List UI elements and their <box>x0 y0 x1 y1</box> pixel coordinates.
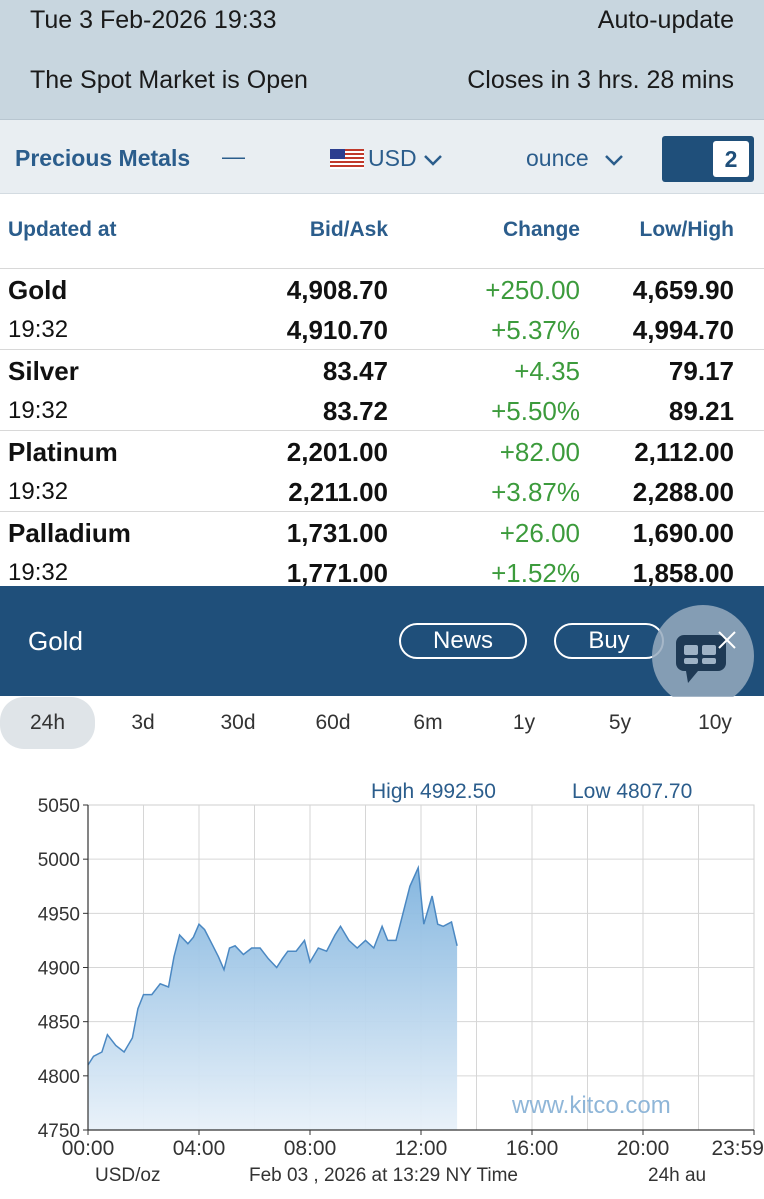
y-tick-label: 5050 <box>38 796 80 817</box>
ask-value: 1,771.00 <box>286 558 388 588</box>
detail-header: Gold News Buy <box>0 586 764 696</box>
chat-icon <box>674 633 730 690</box>
change-percent: +5.37% <box>491 315 580 345</box>
ask-value: 83.72 <box>322 396 388 426</box>
buy-button[interactable]: Buy <box>554 623 664 659</box>
price-line <box>87 864 458 1066</box>
display-mode-toggle[interactable]: 2 <box>662 136 754 182</box>
high-label: High 4992.50 <box>371 780 496 803</box>
bid-value: 2,201.00 <box>286 437 388 467</box>
metal-name: Palladium <box>8 518 131 548</box>
col-low-high: Low/High <box>639 218 734 241</box>
category-selector[interactable]: Precious Metals <box>15 145 191 171</box>
bid-value: 83.47 <box>322 356 388 386</box>
x-tick-label: 00:00 <box>62 1137 115 1160</box>
display-mode-number: 2 <box>713 141 749 177</box>
low-label: Low 4807.70 <box>572 780 692 803</box>
y-tick-label: 4800 <box>38 1067 80 1088</box>
market-open-label: The Spot Market is Open <box>30 66 308 94</box>
unit-label: USD/oz <box>95 1165 160 1186</box>
table-row[interactable]: Palladium 19:32 1,731.00 1,771.00 +26.00… <box>0 511 764 592</box>
close-icon[interactable] <box>716 629 738 656</box>
unit-selector[interactable]: ounce <box>526 145 589 171</box>
y-tick-label: 4850 <box>38 1013 80 1034</box>
closes-in-label: Closes in 3 hrs. 28 mins <box>467 66 734 94</box>
change-percent: +3.87% <box>491 477 580 507</box>
news-button[interactable]: News <box>399 623 527 659</box>
tab-5y[interactable]: 5y <box>608 711 632 734</box>
high-value: 2,288.00 <box>632 477 734 507</box>
auto-update-toggle[interactable]: Auto-update <box>597 6 734 34</box>
y-tick-label: 4950 <box>38 904 80 925</box>
x-tick-label: 23:59 <box>711 1137 764 1160</box>
controls-bar: Precious Metals — USD ounce <box>0 120 764 194</box>
y-tick-label: 4750 <box>38 1121 80 1142</box>
change-value: +4.35 <box>514 356 580 386</box>
change-value: +250.00 <box>485 275 580 305</box>
metal-name: Silver <box>8 356 79 386</box>
low-value: 4,659.90 <box>632 275 734 305</box>
y-tick-label: 4900 <box>38 959 80 980</box>
corner-label: 24h au <box>648 1165 706 1186</box>
update-time: 19:32 <box>8 559 69 586</box>
table-row[interactable]: Silver 19:32 83.47 83.72 +4.35 +5.50% 79… <box>0 349 764 430</box>
range-tabs: 24h 3d 30d 60d 6m 1y 5y 10y <box>0 697 764 753</box>
bid-value: 1,731.00 <box>286 518 388 548</box>
x-tick-label: 04:00 <box>173 1137 226 1160</box>
low-value: 2,112.00 <box>634 437 734 467</box>
col-updated-at: Updated at <box>8 218 117 241</box>
metal-name: Platinum <box>8 437 118 467</box>
update-time: 19:32 <box>8 397 69 424</box>
change-value: +26.00 <box>499 518 580 548</box>
us-flag-icon <box>330 148 364 169</box>
x-tick-label: 16:00 <box>506 1137 559 1160</box>
tab-60d[interactable]: 60d <box>315 711 351 734</box>
tab-24h[interactable]: 24h <box>0 697 95 749</box>
timestamp-label: Feb 03 , 2026 at 13:29 NY Time <box>249 1165 518 1186</box>
high-value: 89.21 <box>668 396 734 426</box>
x-tick-label: 12:00 <box>395 1137 448 1160</box>
ask-value: 2,211.00 <box>288 477 388 507</box>
bid-value: 4,908.70 <box>286 275 388 305</box>
y-tick-label: 5000 <box>38 850 80 871</box>
tab-1y[interactable]: 1y <box>512 711 536 734</box>
price-area <box>88 867 458 1130</box>
x-tick-label: 20:00 <box>617 1137 670 1160</box>
tab-3d[interactable]: 3d <box>131 711 155 734</box>
detail-title: Gold <box>28 626 83 656</box>
chat-button[interactable] <box>652 605 754 707</box>
table-row[interactable]: Gold 19:32 4,908.70 4,910.70 +250.00 +5.… <box>0 268 764 349</box>
low-value: 79.17 <box>668 356 734 386</box>
chevron-down-icon[interactable] <box>603 148 625 175</box>
metal-name: Gold <box>8 275 68 305</box>
update-time: 19:32 <box>8 316 69 343</box>
high-value: 1,858.00 <box>632 558 734 588</box>
high-value: 4,994.70 <box>632 315 734 345</box>
change-percent: +5.50% <box>491 396 580 426</box>
table-row[interactable]: Platinum 19:32 2,201.00 2,211.00 +82.00 … <box>0 430 764 511</box>
currency-selector[interactable]: USD <box>368 145 417 171</box>
tab-30d[interactable]: 30d <box>220 711 256 734</box>
tab-6m[interactable]: 6m <box>413 711 443 734</box>
x-tick-label: 08:00 <box>284 1137 337 1160</box>
market-status-bar: Tue 3 Feb-2026 19:33 Auto-update The Spo… <box>0 0 764 120</box>
chevron-down-icon[interactable] <box>422 148 444 175</box>
tab-10y[interactable]: 10y <box>698 711 732 734</box>
datetime-label: Tue 3 Feb-2026 19:33 <box>30 6 277 34</box>
col-change: Change <box>502 218 580 241</box>
change-percent: +1.52% <box>491 558 580 588</box>
update-time: 19:32 <box>8 478 69 505</box>
watermark: www.kitco.com <box>511 1092 671 1119</box>
col-bid-ask: Bid/Ask <box>309 218 388 241</box>
category-collapse-toggle[interactable]: — <box>222 143 245 169</box>
change-value: +82.00 <box>499 437 580 467</box>
low-value: 1,690.00 <box>632 518 734 548</box>
ask-value: 4,910.70 <box>286 315 388 345</box>
